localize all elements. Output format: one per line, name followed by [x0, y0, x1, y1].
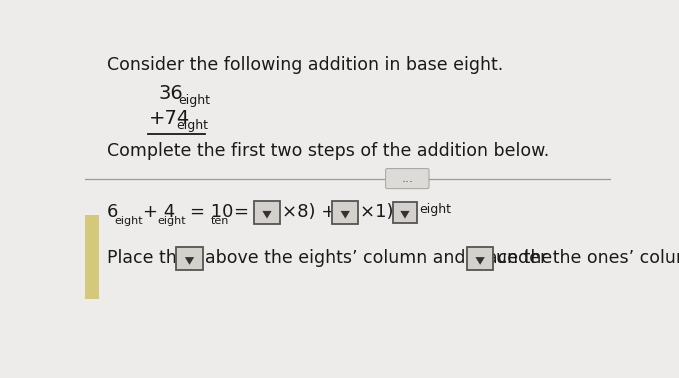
Text: = 10: = 10	[189, 203, 233, 221]
Text: Complete the first two steps of the addition below.: Complete the first two steps of the addi…	[107, 143, 549, 160]
FancyBboxPatch shape	[332, 201, 359, 224]
Text: ...: ...	[401, 172, 414, 184]
Text: Consider the following addition in base eight.: Consider the following addition in base …	[107, 56, 503, 74]
Polygon shape	[401, 211, 409, 218]
Text: +74: +74	[149, 108, 189, 127]
Text: eight: eight	[157, 215, 185, 226]
Text: eight: eight	[179, 94, 210, 107]
Polygon shape	[185, 257, 194, 265]
FancyBboxPatch shape	[392, 202, 418, 223]
Polygon shape	[341, 211, 350, 218]
Text: ×8) + (: ×8) + (	[282, 203, 349, 221]
Text: under the ones’ column.: under the ones’ column.	[496, 249, 679, 267]
Bar	[85, 215, 99, 299]
FancyBboxPatch shape	[386, 169, 429, 189]
Text: Place the: Place the	[107, 249, 187, 267]
FancyBboxPatch shape	[254, 201, 280, 224]
Text: above the eights’ column and place the: above the eights’ column and place the	[205, 249, 552, 267]
Text: 6: 6	[107, 203, 118, 221]
Text: eight: eight	[114, 215, 143, 226]
Text: ×1) =: ×1) =	[360, 203, 414, 221]
Text: 36: 36	[158, 84, 183, 103]
Text: ten: ten	[211, 215, 230, 226]
FancyBboxPatch shape	[177, 247, 202, 270]
Text: + 4: + 4	[143, 203, 175, 221]
Polygon shape	[475, 257, 485, 265]
Polygon shape	[262, 211, 272, 218]
Text: eight: eight	[177, 119, 208, 132]
FancyBboxPatch shape	[467, 247, 494, 270]
Text: = (: = (	[234, 203, 262, 221]
Text: eight: eight	[420, 203, 452, 216]
